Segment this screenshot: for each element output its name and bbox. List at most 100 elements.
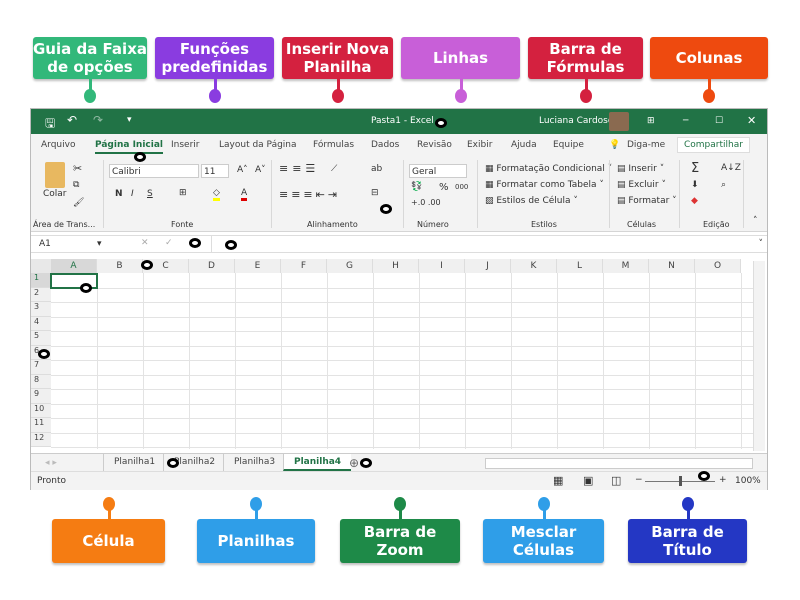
customize-toolbar-icon[interactable]: ▾ xyxy=(127,115,132,125)
row-header[interactable]: 10 xyxy=(31,403,51,418)
delete-cells-button[interactable]: ▤ Excluir ˅ xyxy=(617,180,666,190)
formula-input[interactable] xyxy=(211,236,751,252)
zoom-slider-thumb[interactable] xyxy=(679,476,682,486)
column-header[interactable]: B xyxy=(97,259,143,273)
column-header[interactable]: I xyxy=(419,259,465,273)
row-header[interactable]: 8 xyxy=(31,374,51,389)
column-header[interactable]: G xyxy=(327,259,373,273)
collapse-ribbon-icon[interactable]: ˄ xyxy=(753,216,758,226)
clear-icon[interactable]: ◆ xyxy=(691,196,698,206)
cut-icon[interactable]: ✂ xyxy=(73,162,83,175)
normal-view-icon[interactable]: ▦ xyxy=(553,474,564,487)
tab-4[interactable]: Fórmulas xyxy=(313,140,355,150)
column-header[interactable]: E xyxy=(235,259,281,273)
font-color-icon[interactable]: A xyxy=(241,188,248,201)
number-format-select[interactable]: Geral xyxy=(409,164,467,178)
row-header[interactable]: 5 xyxy=(31,331,51,346)
fill-color-icon[interactable]: ◇ xyxy=(213,188,220,201)
thousands-button[interactable]: 000 xyxy=(455,183,469,191)
avatar[interactable] xyxy=(609,112,629,131)
copy-icon[interactable]: ⧉ xyxy=(73,180,80,190)
column-header[interactable]: O xyxy=(695,259,741,273)
format-painter-icon[interactable]: 🖌 xyxy=(73,198,85,208)
column-header[interactable]: K xyxy=(511,259,557,273)
sheet-tab[interactable]: Planilha2 xyxy=(163,454,225,471)
column-header[interactable]: L xyxy=(557,259,603,273)
column-header[interactable]: J xyxy=(465,259,511,273)
sheet-tab[interactable]: Planilha1 xyxy=(103,454,165,471)
merge-cells-icon[interactable]: ⊟ xyxy=(371,188,379,198)
currency-icon[interactable]: 💱 xyxy=(411,182,423,192)
tab-6[interactable]: Revisão xyxy=(417,140,452,150)
bold-button[interactable]: N xyxy=(115,189,123,199)
save-icon[interactable]: 🖫 xyxy=(45,116,56,130)
fill-icon[interactable]: ⬇ xyxy=(691,180,699,190)
paste-icon[interactable] xyxy=(45,162,65,188)
ribbon-display-icon[interactable]: ⊞ xyxy=(647,116,655,126)
name-box[interactable]: A1 xyxy=(39,239,51,249)
undo-icon[interactable]: ↶ xyxy=(67,113,78,127)
tab-8[interactable]: Ajuda xyxy=(511,140,537,150)
conditional-format-button[interactable]: ▦ Formatação Condicional ˅ xyxy=(485,164,612,174)
minimize-icon[interactable]: ─ xyxy=(683,116,689,126)
column-header[interactable]: N xyxy=(649,259,695,273)
column-header[interactable]: M xyxy=(603,259,649,273)
tab-7[interactable]: Exibir xyxy=(467,140,493,150)
zoom-in-button[interactable]: + xyxy=(719,475,727,485)
cancel-icon[interactable]: ✕ xyxy=(141,238,149,248)
sheet-nav-icons[interactable]: ◂ ▸ xyxy=(45,458,57,468)
close-icon[interactable]: ✕ xyxy=(747,114,757,127)
cell-styles-button[interactable]: ▨ Estilos de Célula ˅ xyxy=(485,196,578,206)
worksheet-grid[interactable]: A B C D E F G H I J K L M N O 1 2 3 4 5 6 7 8 9 10 11 12 xyxy=(31,259,753,449)
active-cell[interactable] xyxy=(50,273,98,289)
column-header[interactable]: F xyxy=(281,259,327,273)
tell-me-icon[interactable]: 💡 xyxy=(609,140,621,150)
row-header[interactable]: 2 xyxy=(31,287,51,302)
zoom-level[interactable]: 100% xyxy=(735,476,761,486)
horizontal-scrollbar[interactable] xyxy=(485,458,753,469)
align-top-icons[interactable]: ≡≡☰ xyxy=(279,162,320,175)
tab-2[interactable]: Inserir xyxy=(171,140,200,150)
page-break-icon[interactable]: ◫ xyxy=(611,474,622,487)
row-header[interactable]: 12 xyxy=(31,432,51,447)
row-header[interactable]: 11 xyxy=(31,418,51,433)
name-box-dropdown-icon[interactable]: ▾ xyxy=(97,239,102,249)
percent-button[interactable]: % xyxy=(439,182,449,193)
format-table-button[interactable]: ▦ Formatar como Tabela ˅ xyxy=(485,180,604,190)
font-size-select[interactable]: 11 xyxy=(201,164,229,178)
enter-icon[interactable]: ✓ xyxy=(165,238,173,248)
row-header[interactable]: 9 xyxy=(31,389,51,404)
sort-filter-icon[interactable]: A↓Z xyxy=(721,163,741,173)
tab-3[interactable]: Layout da Página xyxy=(219,140,297,150)
expand-formula-icon[interactable]: ˅ xyxy=(758,239,764,249)
user-name[interactable]: Luciana Cardoso xyxy=(539,116,614,126)
underline-button[interactable]: S xyxy=(147,189,153,199)
row-header[interactable]: 1 xyxy=(31,273,51,288)
insert-cells-button[interactable]: ▤ Inserir ˅ xyxy=(617,164,665,174)
borders-icon[interactable]: ⊞ xyxy=(179,188,187,198)
shrink-font-icon[interactable]: A˅ xyxy=(255,165,266,175)
autosum-icon[interactable]: Σ xyxy=(691,161,700,176)
find-icon[interactable]: ⌕ xyxy=(721,180,727,190)
italic-button[interactable]: I xyxy=(131,189,134,199)
vertical-scrollbar[interactable] xyxy=(753,261,765,451)
tell-me-input[interactable]: Diga-me xyxy=(627,140,666,150)
tab-0[interactable]: Arquivo xyxy=(41,140,76,150)
tab-9[interactable]: Equipe xyxy=(553,140,584,150)
grow-font-icon[interactable]: A˄ xyxy=(237,165,248,175)
format-cells-button[interactable]: ▤ Formatar ˅ xyxy=(617,196,677,206)
decimal-icons[interactable]: +.0 .00 xyxy=(411,198,441,207)
redo-icon[interactable]: ↷ xyxy=(93,113,104,127)
align-horizontal-icons[interactable]: ≡≡≡⇤⇥ xyxy=(279,188,341,201)
column-header[interactable]: C xyxy=(143,259,189,273)
new-sheet-button[interactable]: ⊕ xyxy=(349,456,360,470)
column-header[interactable]: D xyxy=(189,259,235,273)
sheet-tab[interactable]: Planilha4 xyxy=(283,454,352,471)
column-header[interactable]: A xyxy=(51,259,97,273)
row-header[interactable]: 7 xyxy=(31,360,51,375)
zoom-out-button[interactable]: − xyxy=(635,475,643,485)
sheet-tab[interactable]: Planilha3 xyxy=(223,454,285,471)
paste-button[interactable]: Colar xyxy=(43,189,67,199)
tab-1[interactable]: Página Inicial xyxy=(95,140,163,154)
font-select[interactable]: Calibri xyxy=(109,164,199,178)
